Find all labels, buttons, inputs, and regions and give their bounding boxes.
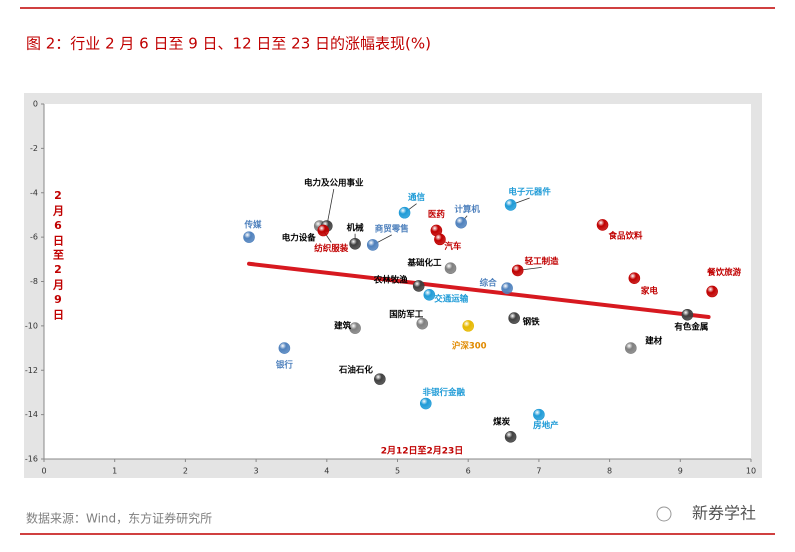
- x-tick-label: 8: [607, 467, 612, 476]
- point-label: 计算机: [454, 204, 480, 215]
- point-label: 电力设备: [282, 233, 317, 244]
- point-label: 基础化工: [407, 258, 443, 269]
- y-tick-label: -4: [30, 188, 38, 197]
- chart-title: 图 2：行业 2 月 6 日至 9 日、12 日至 23 日的涨幅表现(%): [26, 35, 431, 53]
- point: [504, 431, 517, 443]
- x-tick-label: 1: [112, 467, 117, 476]
- point-label: 建材: [644, 336, 663, 347]
- point: [455, 216, 467, 229]
- point: [374, 373, 386, 385]
- y-tick-label: -12: [25, 366, 38, 375]
- y-tick-label: -6: [30, 233, 38, 242]
- y-tick-label: -10: [25, 321, 38, 330]
- point-label: 石油石化: [338, 365, 374, 376]
- point: [504, 199, 517, 211]
- point-label: 有色金属: [674, 321, 708, 332]
- watermark-icon: [656, 506, 672, 522]
- point-label: 通信: [408, 192, 426, 203]
- point: [349, 322, 361, 334]
- leader-line: [326, 188, 335, 227]
- point-label: 房地产: [533, 420, 559, 431]
- point-label: 电子元器件: [508, 186, 551, 197]
- y-tick-label: 0: [33, 100, 38, 109]
- trend-line: [247, 261, 711, 319]
- point-label: 交通运输: [434, 293, 469, 304]
- point: [596, 219, 609, 231]
- point: [423, 289, 436, 301]
- point-label: 传媒: [244, 220, 263, 231]
- point-label: 医药: [428, 209, 446, 220]
- point-label: 电力及公用事业: [304, 178, 364, 189]
- point: [628, 272, 641, 284]
- watermark: 新券学社: [692, 504, 756, 523]
- point: [412, 280, 425, 292]
- source-note: 数据来源：Wind，东方证券研究所: [26, 511, 212, 526]
- x-axis-label: 2月12日至2月23日: [381, 446, 464, 457]
- point-label: 沪深300: [452, 340, 487, 351]
- x-tick-label: 9: [678, 467, 683, 476]
- point: [278, 342, 291, 354]
- point-label: 农林牧渔: [373, 274, 409, 285]
- point-label: 非银行金融: [423, 387, 466, 398]
- point: [444, 262, 457, 274]
- point-label: 食品饮料: [609, 230, 644, 241]
- point: [681, 308, 694, 321]
- point-label: 商贸零售: [375, 223, 409, 234]
- x-tick-label: 10: [746, 467, 756, 476]
- point-label: 综合: [480, 278, 498, 289]
- point: [398, 206, 411, 219]
- point: [349, 237, 361, 250]
- point: [533, 408, 545, 421]
- x-tick-label: 2: [183, 467, 188, 476]
- point-label: 建筑: [333, 321, 352, 332]
- point-label: 轻工制造: [525, 256, 560, 267]
- point-label: 家电: [641, 286, 659, 297]
- point-label: 煤炭: [493, 416, 511, 427]
- point: [625, 342, 637, 354]
- point: [419, 397, 432, 410]
- y-tick-label: -8: [30, 277, 38, 286]
- point: [706, 285, 718, 298]
- point: [462, 320, 475, 332]
- x-tick-label: 5: [395, 467, 400, 476]
- point-label: 国防军工: [389, 309, 424, 320]
- point: [511, 264, 524, 277]
- point-label: 汽车: [444, 241, 462, 252]
- point: [434, 233, 446, 246]
- point: [366, 239, 379, 251]
- point: [243, 231, 255, 243]
- y-tick-label: -2: [30, 144, 38, 153]
- x-tick-label: 7: [536, 467, 541, 476]
- point-label: 机械: [347, 222, 365, 233]
- x-tick-label: 4: [324, 467, 329, 476]
- x-tick-label: 3: [254, 467, 259, 476]
- point: [416, 317, 429, 330]
- point-label: 银行: [275, 360, 294, 371]
- point-label: 纺织服装: [314, 243, 349, 254]
- point-label: 餐饮旅游: [706, 267, 742, 278]
- y-tick-label: -16: [25, 455, 38, 464]
- point: [508, 312, 520, 324]
- point: [317, 224, 330, 237]
- y-axis-label: 2月6日至2月9日: [52, 189, 66, 323]
- x-tick-label: 0: [41, 467, 46, 476]
- point-label: 钢铁: [523, 317, 541, 328]
- point: [501, 282, 513, 294]
- x-tick-label: 6: [466, 467, 471, 476]
- y-tick-label: -14: [25, 410, 38, 419]
